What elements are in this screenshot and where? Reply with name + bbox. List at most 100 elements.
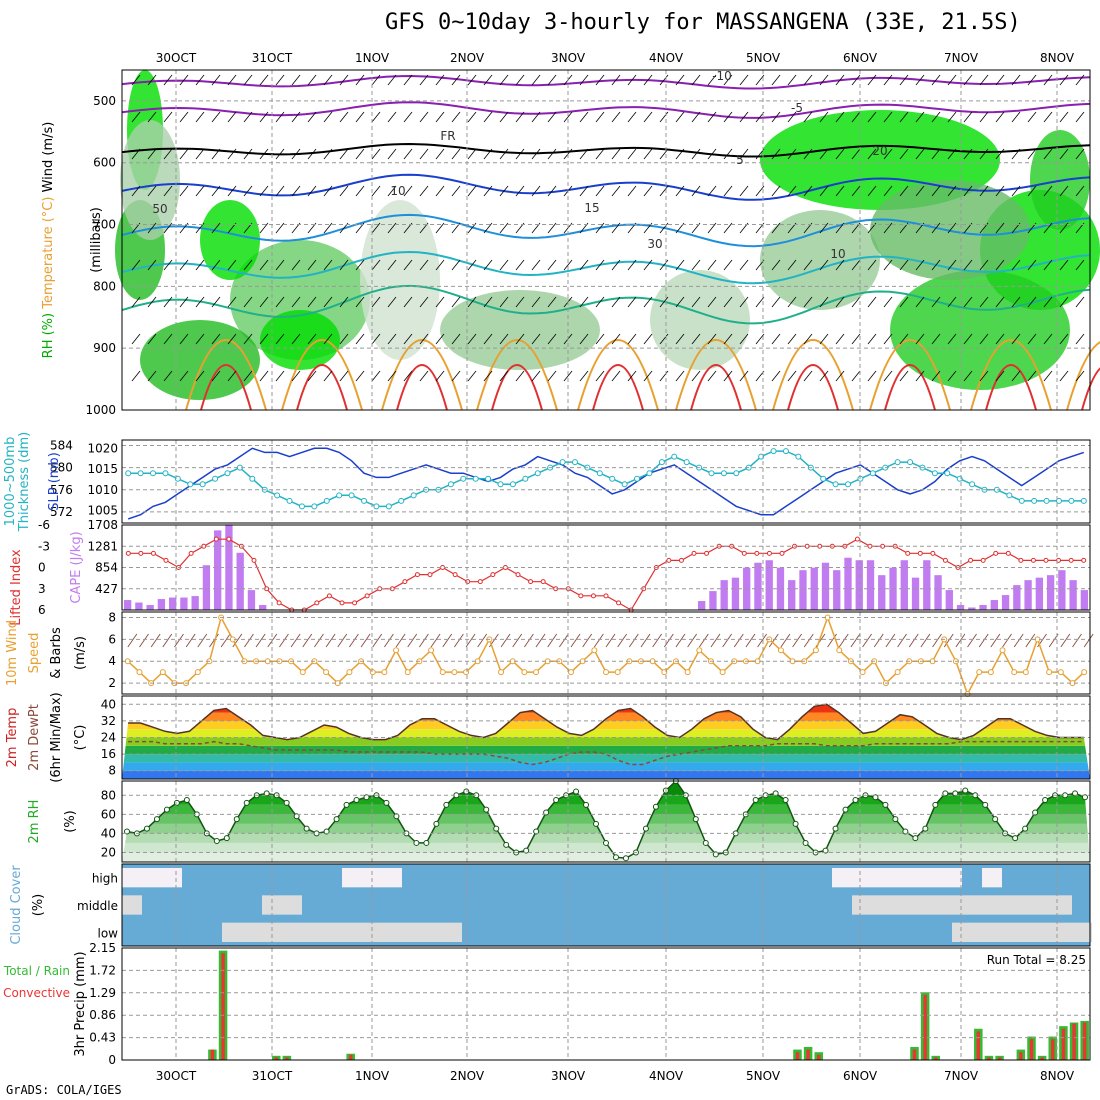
wind-barb [611,111,621,123]
wind-barb [147,296,157,308]
temp-contour-warm [476,339,558,411]
wind-barb [723,222,733,234]
wind-barb-10m [349,633,359,648]
wind-barb [499,259,509,271]
lifted-index-point [163,557,169,563]
wind-barb [1011,74,1021,86]
precip-convective-bar [210,1049,215,1060]
cape-bar [788,580,796,610]
wind-barb [1075,333,1085,345]
thickness-line-point [1055,497,1062,504]
temp-contour-warm [869,339,951,411]
wind-barb [195,333,205,345]
wind-barb [787,185,797,197]
wind-barb [659,111,669,123]
y-tick-label: 24 [101,731,116,745]
thickness-line-point [187,481,194,488]
thickness-line-point [907,459,914,466]
wind-barb-10m [395,633,406,648]
wind-barb [275,296,285,308]
y-tick-label: 8 [108,764,116,778]
temp-contour-warm [675,339,757,411]
wind-barb-10m [582,633,593,648]
y-tick-label: 32 [101,714,116,728]
wind-barb [1043,111,1053,123]
wind-barb [739,74,749,86]
wind-barb [307,296,317,308]
wind-barb [163,185,173,197]
wind-barb-10m [384,633,394,648]
wind-barb [579,259,589,271]
lifted-index-point [226,536,232,542]
wind-barb [1027,185,1037,197]
temp-contour-hot [491,364,543,411]
wind-barb-10m [978,633,989,648]
lifted-index-point [440,565,446,570]
wind-speed-line-point [1081,669,1088,676]
wind-barb [707,185,717,197]
date-label-bottom: 30OCT [156,1069,197,1083]
wind-barb [883,148,893,160]
thickness-line-point [658,459,665,466]
precip-convective-bar [817,1054,821,1060]
wind-barb [131,296,141,308]
contour-label: 5 [736,153,744,167]
wind-barb [947,111,957,123]
wind-barb [211,370,221,382]
wind-barb [723,185,733,197]
wind-barb [275,74,285,86]
wind-barb-10m [185,633,196,648]
wind-barb [1027,111,1037,123]
wind-barb [195,296,205,308]
contour-label: 20 [872,144,887,158]
wind-barb [531,333,541,345]
panel-frame [121,69,1091,411]
wind-speed-line-point [987,669,994,676]
wind-barb [595,148,605,160]
wind-barb [227,185,237,197]
wind-barb-10m [745,633,756,648]
wind-barb [323,259,333,271]
lifted-index-point [251,557,257,563]
wind-barb [915,259,925,271]
cape-bar [1080,590,1089,610]
wind-barb [739,111,749,123]
wind-barb [163,296,173,308]
date-label-bottom: 31OCT [252,1069,293,1083]
wind-barb [643,370,653,382]
thickness-line-point [522,475,529,482]
rh-line-point [982,801,989,808]
precip-convective-bar [221,953,225,1060]
date-label-top: 6NOV [843,51,878,65]
wind-barb [611,333,621,345]
wind-barb [371,259,381,271]
wind-speed-line-point [439,669,446,676]
wind-barb-10m [174,633,184,648]
rh-line-point [333,816,340,823]
wind-barb [467,296,477,308]
wind-barb [963,185,973,197]
wind-barb [371,333,381,345]
date-label-bottom: 8NOV [1040,1069,1075,1083]
precip-convective-bar [987,1057,991,1060]
date-label-top: 30OCT [156,51,197,65]
rh-line-point [263,790,270,797]
thickness-line-point [931,470,938,477]
wind-barb [803,370,813,382]
lifted-index-point [917,550,923,556]
wind-barb [835,185,845,197]
lifted-index-point [1043,557,1049,563]
cape-bar [1001,595,1010,610]
thickness-line-point [162,470,169,477]
wind-barb [899,333,909,345]
wind-barb [147,148,157,160]
rh-line-point [523,847,530,854]
wind-barb [131,333,141,345]
wind-barb [419,74,429,86]
panel-frame [121,695,1091,780]
wind-barb [259,74,269,86]
wind-barb [883,185,893,197]
cape-bar [900,560,908,610]
wind-barb [1011,370,1021,382]
cape-bar [709,591,717,610]
